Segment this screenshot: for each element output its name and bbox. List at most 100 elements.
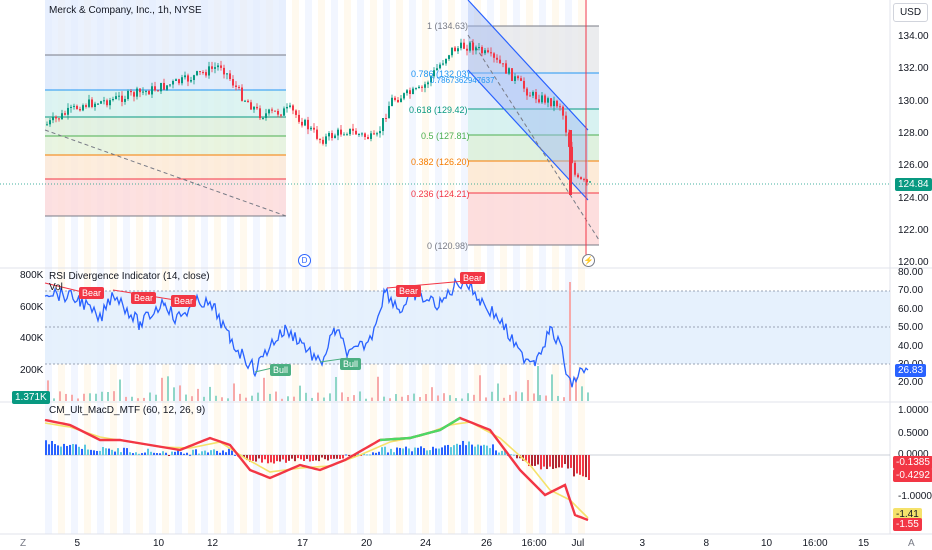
macd-histogram-bar	[321, 455, 323, 458]
candle-body	[322, 139, 324, 144]
volume-bar	[449, 395, 451, 401]
volume-bar	[311, 397, 313, 401]
macd-histogram-bar	[126, 448, 128, 455]
time-axis-label: 10	[153, 538, 165, 549]
macd-histogram-bar	[513, 454, 515, 456]
symbol-title[interactable]: Merck & Company, Inc., 1h, NYSE	[49, 5, 202, 16]
volume-axis-label: 400K	[20, 333, 44, 344]
volume-bar	[537, 366, 539, 401]
candle-body	[346, 134, 348, 136]
macd-histogram-bar	[138, 453, 140, 455]
time-axis-label: 12	[207, 538, 219, 549]
macd-histogram-bar	[114, 451, 116, 455]
macd-histogram-bar	[120, 452, 122, 455]
macd-histogram-bar	[465, 445, 467, 455]
rsi-axis-label: 20.00	[898, 377, 924, 389]
candle-body	[331, 133, 333, 139]
macd-histogram-bar	[576, 455, 578, 474]
candle-body	[589, 181, 591, 183]
macd-histogram-bar	[123, 447, 125, 455]
volume-bar	[287, 396, 289, 401]
timezone-icon[interactable]: Z	[20, 538, 27, 549]
candle-body	[358, 133, 360, 135]
candle-body	[244, 100, 246, 102]
candle-body	[544, 95, 546, 103]
candle-body	[478, 47, 480, 49]
fib-label-05: 0.5 (127.81)	[421, 131, 470, 141]
price-axis-label: 128.00	[898, 127, 929, 139]
candle-body	[46, 124, 48, 126]
candle-body	[526, 88, 528, 96]
candle-body	[337, 129, 339, 136]
time-axis-label: 20	[361, 538, 373, 549]
candle-body	[124, 98, 126, 102]
candle-body	[217, 65, 219, 68]
candle-body	[289, 105, 291, 107]
candle-body	[154, 86, 156, 91]
session-stripes	[45, 0, 585, 534]
macd-histogram-bar	[384, 446, 386, 455]
price-axis-label: 124.00	[898, 192, 929, 204]
macd-histogram-bar	[210, 450, 212, 455]
earnings-marker[interactable]: ⚡	[582, 254, 595, 267]
volume-bar	[245, 397, 247, 401]
macd-histogram-bar	[231, 450, 233, 455]
macd-histogram-bar	[474, 446, 476, 455]
candle-body	[415, 88, 417, 90]
candle-body	[184, 75, 186, 78]
volume-title[interactable]: Vol	[49, 282, 63, 293]
macd-histogram-bar	[156, 453, 158, 455]
candle-body	[229, 73, 231, 80]
volume-bar	[155, 394, 157, 401]
volume-bar	[47, 380, 49, 401]
macd-histogram-bar	[60, 446, 62, 455]
candle-body	[274, 110, 276, 112]
time-axis-label: 24	[420, 538, 432, 549]
macd-histogram-bar	[429, 450, 431, 455]
bear-tag: Bear	[79, 287, 105, 299]
rsi-title[interactable]: RSI Divergence Indicator (14, close)	[49, 271, 210, 282]
macd-histogram-bar	[165, 452, 167, 455]
macd-histogram-bar	[87, 449, 89, 455]
volume-bar	[437, 395, 439, 401]
macd-histogram-bar	[234, 454, 236, 456]
candle-body	[541, 95, 543, 103]
bear-tag: Bear	[396, 285, 422, 297]
candle-body	[556, 100, 558, 107]
price-axis-label: 134.00	[898, 31, 929, 42]
candle-body	[403, 93, 405, 99]
macd-histogram-bar	[324, 455, 326, 460]
candle-body	[67, 107, 69, 115]
volume-bar	[365, 398, 367, 401]
macd-histogram-bar	[462, 440, 464, 455]
candle-body	[286, 106, 288, 109]
macd-histogram-bar	[579, 455, 581, 475]
macd-histogram-bar	[468, 441, 470, 455]
auto-scale-icon[interactable]: A	[908, 538, 915, 549]
macd-histogram-bar	[327, 455, 329, 461]
candle-body	[373, 133, 375, 135]
candle-body	[370, 133, 372, 139]
macd-histogram-bar	[300, 455, 302, 460]
candle-body	[313, 127, 315, 130]
macd-title[interactable]: CM_Ult_MacD_MTF (60, 12, 26, 9)	[49, 405, 206, 416]
macd-histogram-bar	[558, 455, 560, 468]
candle-body	[190, 80, 192, 82]
macd-histogram-bar	[276, 455, 278, 462]
volume-bar	[341, 392, 343, 401]
macd-histogram-bar	[504, 450, 506, 455]
dividend-marker[interactable]: D	[298, 254, 311, 267]
candle-body	[271, 109, 273, 111]
macd-histogram-bar	[435, 448, 437, 455]
candle-body	[466, 48, 468, 51]
candle-body	[58, 118, 60, 120]
bear-tag: Bear	[171, 295, 197, 307]
volume-bar	[95, 393, 97, 401]
macd-histogram-bar	[432, 446, 434, 455]
candle-body	[193, 75, 195, 81]
macd-histogram-bar	[66, 445, 68, 455]
candle-body	[457, 48, 459, 52]
volume-bar	[347, 396, 349, 401]
currency-button[interactable]: USD	[893, 3, 928, 22]
